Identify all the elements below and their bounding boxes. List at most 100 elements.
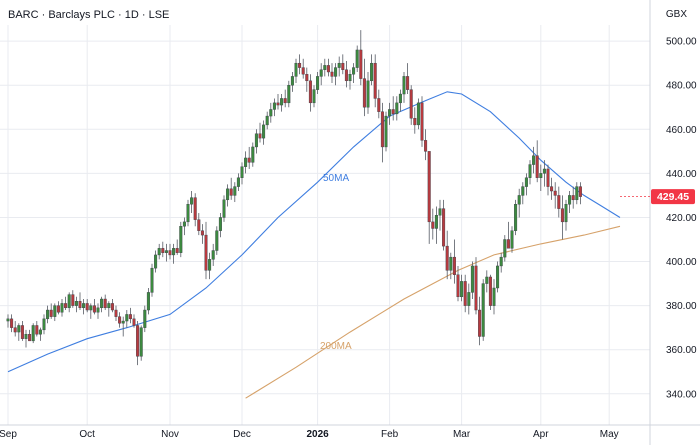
candle — [89, 303, 93, 319]
y-tick-label: 480.00 — [666, 81, 697, 92]
candle-body — [89, 305, 93, 311]
candle — [474, 257, 478, 315]
candle — [298, 54, 302, 75]
candle-body — [280, 98, 284, 106]
y-tick-label: 460.00 — [666, 125, 697, 136]
candle-body — [499, 256, 503, 267]
candle-body — [146, 292, 150, 311]
candle — [546, 164, 550, 196]
candle — [420, 96, 424, 147]
candle — [341, 54, 345, 75]
candle — [247, 146, 251, 169]
candle — [146, 287, 150, 315]
candle — [524, 173, 528, 196]
candle-body — [456, 274, 460, 298]
candle-body — [521, 186, 525, 196]
candle — [481, 279, 485, 341]
candle-body — [532, 155, 536, 165]
candle-body — [125, 314, 129, 322]
candle — [456, 265, 460, 302]
candle-body — [557, 195, 561, 209]
candle-body — [222, 199, 226, 218]
ma200-line — [245, 225, 621, 399]
candle-body — [395, 102, 399, 115]
candle — [204, 221, 208, 280]
candle — [103, 294, 107, 311]
candle-body — [107, 303, 111, 309]
candle — [575, 182, 579, 205]
x-tick-label: Dec — [233, 429, 251, 440]
labels: 50MA 200MA 429.45 — [320, 173, 695, 352]
candle — [17, 323, 21, 341]
currency-label[interactable]: GBX — [665, 9, 687, 20]
candle — [10, 314, 14, 333]
candle — [150, 263, 154, 297]
candle-body — [380, 111, 384, 148]
last-price-label: 429.45 — [657, 191, 689, 203]
candle-body — [503, 239, 507, 258]
candle-body — [362, 78, 366, 108]
candle-body — [416, 102, 420, 126]
candle — [233, 182, 237, 203]
candle — [290, 71, 294, 92]
candle — [506, 221, 510, 249]
candle-body — [553, 190, 557, 196]
candle-body — [420, 102, 424, 141]
candle — [330, 63, 334, 84]
candle-body — [348, 73, 352, 82]
candle — [308, 74, 312, 112]
candle — [276, 94, 280, 110]
candle-body — [344, 69, 348, 82]
candle — [424, 129, 428, 161]
candle — [571, 186, 575, 209]
candle-body — [542, 168, 546, 174]
candle — [114, 305, 118, 322]
candle-body — [233, 186, 237, 196]
candle — [46, 305, 50, 324]
x-tick-label: May — [600, 429, 619, 440]
candle-body — [496, 265, 500, 289]
candle-body — [330, 71, 334, 77]
candle — [362, 58, 366, 117]
candle-body — [431, 221, 435, 229]
candle-body — [406, 76, 410, 90]
candle-body — [564, 204, 568, 223]
candle — [143, 305, 147, 333]
candle — [334, 63, 338, 86]
candle-body — [402, 76, 406, 95]
candle — [384, 111, 388, 152]
candle-body — [240, 166, 244, 178]
candle — [92, 299, 96, 315]
candle — [323, 58, 327, 77]
candle-body — [467, 292, 471, 306]
candle — [269, 102, 273, 123]
candle — [294, 58, 298, 84]
candle-body — [305, 73, 309, 82]
candle-body — [71, 294, 75, 306]
candle — [254, 129, 258, 154]
candles — [6, 30, 582, 366]
candle — [503, 235, 507, 262]
candle-body — [229, 188, 233, 196]
candle-body — [211, 250, 215, 260]
candle — [100, 296, 104, 313]
candle-body — [334, 67, 338, 77]
candle — [445, 230, 449, 280]
candle — [283, 89, 287, 108]
ma50-layer — [7, 91, 621, 373]
candle-body — [136, 325, 140, 357]
candle-body — [568, 195, 572, 205]
candle-body — [204, 234, 208, 271]
candle — [132, 314, 136, 328]
candle — [370, 54, 374, 86]
candle-body — [326, 65, 330, 73]
candle — [355, 45, 359, 72]
candle-body — [67, 294, 71, 309]
candle-body — [319, 69, 323, 77]
candle — [172, 243, 176, 264]
candle-body — [6, 318, 10, 322]
candle — [434, 206, 438, 244]
candle-body — [64, 303, 68, 309]
